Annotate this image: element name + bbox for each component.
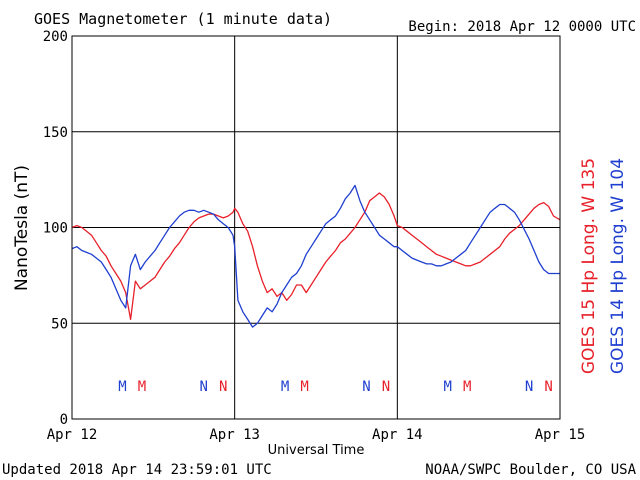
x-axis-label: Universal Time [268, 443, 365, 458]
mn-marker: M [138, 379, 146, 395]
mn-marker: N [219, 379, 227, 395]
mn-marker: M [118, 379, 126, 395]
mn-marker: N [525, 379, 533, 395]
credit-text: NOAA/SWPC Boulder, CO USA [425, 462, 636, 478]
y-tick-label: 0 [60, 412, 68, 428]
mn-marker: M [463, 379, 471, 395]
mn-marker: N [382, 379, 390, 395]
chart-title: GOES Magnetometer (1 minute data) [34, 10, 332, 28]
x-tick-labels: Apr 12 Apr 13 Apr 14 Apr 15 [47, 427, 586, 443]
series-line [71, 184, 560, 328]
y-tick-label: 50 [51, 316, 68, 332]
legend-goes15: GOES 15 Hp Long. W 135 [579, 158, 599, 374]
x-tick-label: Apr 12 [47, 427, 98, 443]
mn-marker: N [544, 379, 552, 395]
legend-goes14: GOES 14 Hp Long. W 104 [608, 158, 628, 374]
plot-frame [71, 35, 561, 420]
series-line [71, 192, 561, 321]
mn-marker: M [281, 379, 289, 395]
mn-marker: N [362, 379, 370, 395]
y-axis-label: NanoTesla (nT) [12, 165, 32, 291]
x-tick-label: Apr 15 [535, 427, 586, 443]
begin-time: Begin: 2018 Apr 12 0000 UTC [408, 19, 636, 35]
y-tick-label: 150 [43, 125, 68, 141]
mn-marker: M [444, 379, 452, 395]
updated-time: Updated 2018 Apr 14 23:59:01 UTC [2, 462, 272, 478]
series-lines [71, 184, 561, 328]
x-tick-label: Apr 13 [209, 427, 260, 443]
y-tick-label: 200 [43, 29, 68, 45]
mn-marker: M [300, 379, 308, 395]
legend: GOES 15 Hp Long. W 135 GOES 14 Hp Long. … [579, 158, 628, 374]
y-tick-label: 100 [43, 221, 68, 237]
y-tick-labels: 0 50 100 150 200 [43, 29, 68, 428]
mn-marker: N [200, 379, 208, 395]
x-tick-label: Apr 14 [372, 427, 423, 443]
